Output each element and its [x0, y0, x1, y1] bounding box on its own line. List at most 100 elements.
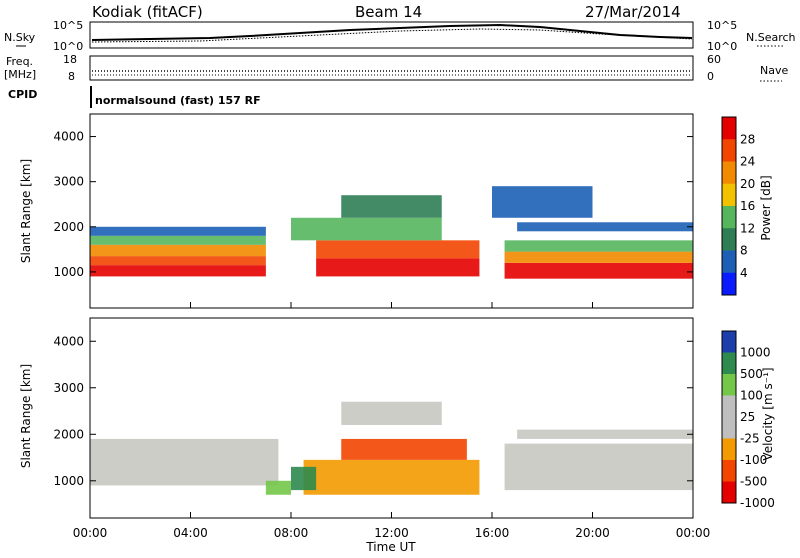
- power-colorbar-tick-0: 4: [740, 266, 748, 280]
- freq-panel: Freq. [MHz] 18 8 Nave 60 0: [4, 53, 788, 83]
- power-ytick-label-2: 3000: [53, 175, 84, 189]
- velocity-band-2: [341, 438, 467, 460]
- power-band-2: [90, 244, 266, 257]
- power-band-3: [90, 235, 266, 245]
- velocity-colorbar-segment-5: [722, 438, 736, 461]
- power-colorbar-tick-5: 24: [740, 155, 755, 169]
- power-colorbar-tick-2: 12: [740, 221, 755, 235]
- power-colorbar-label: Power [dB]: [759, 175, 773, 240]
- power-band-4: [90, 226, 266, 236]
- power-y-axis: 1000 2000 3000 4000: [53, 130, 693, 279]
- power-band-8: [341, 195, 442, 218]
- n-search-tick-top: 10^5: [707, 19, 737, 32]
- velocity-colorbar-segment-7: [722, 481, 736, 504]
- velocity-ytick-label-0: 1000: [53, 474, 84, 488]
- x-tick-label-6: 00:00: [676, 526, 711, 540]
- power-band-5: [316, 258, 480, 277]
- n-search-label: N.Search: [746, 31, 796, 44]
- power-band-1: [90, 256, 266, 266]
- power-colorbar-segment-6: [722, 250, 736, 274]
- freq-tick-top: 18: [63, 53, 77, 66]
- time-axis: 00:00 04:00 08:00 12:00 16:00 20:00 00:00: [73, 302, 711, 540]
- velocity-band-7: [517, 429, 693, 439]
- power-band-12: [517, 222, 693, 232]
- nave-tick-bottom: 0: [707, 70, 714, 83]
- power-colorbar-tick-3: 16: [740, 199, 755, 213]
- x-tick-label-3: 12:00: [374, 526, 409, 540]
- freq-unit-label: [MHz]: [4, 68, 36, 81]
- n-sky-label: N.Sky: [4, 31, 36, 44]
- noise-panel: N.Sky 10^5 10^0 N.Search 10^5 10^0: [4, 19, 796, 53]
- power-colorbar-segment-5: [722, 228, 736, 251]
- x-tick-label-2: 08:00: [274, 526, 309, 540]
- x-tick-label-4: 16:00: [475, 526, 510, 540]
- power-band-11: [504, 240, 693, 252]
- velocity-ytick-label-1: 2000: [53, 427, 84, 441]
- velocity-colorbar-tick-5: -100: [740, 453, 767, 467]
- velocity-panel: 1000 2000 3000 4000 Slant Range [km] 1000 50…: [19, 317, 775, 519]
- nave-tick-top: 60: [707, 53, 721, 66]
- velocity-band-6: [504, 443, 693, 491]
- velocity-colorbar-label: Velocity [m s⁻¹]: [761, 367, 775, 460]
- beam-label: Beam 14: [355, 3, 422, 21]
- power-ylabel: Slant Range [km]: [19, 159, 33, 263]
- cpid-label: CPID: [8, 88, 37, 101]
- power-data: [90, 186, 693, 279]
- power-ytick-label-3: 4000: [53, 130, 84, 144]
- velocity-data: [90, 401, 693, 495]
- x-axis-label: Time UT: [365, 540, 416, 554]
- power-band-13: [492, 186, 593, 218]
- velocity-y-axis: 1000 2000 3000 4000: [53, 334, 693, 488]
- noise-trace: [91, 23, 693, 41]
- velocity-band-5: [341, 401, 442, 425]
- velocity-colorbar-tick-7: -1000: [740, 496, 775, 510]
- station-title: Kodiak (fitACF): [92, 3, 203, 21]
- velocity-band-1: [303, 459, 480, 495]
- power-band-10: [504, 251, 693, 263]
- power-colorbar-segment-1: [722, 139, 736, 162]
- power-colorbar-tick-4: 20: [740, 177, 755, 191]
- velocity-colorbar-tick-1: 500: [740, 367, 763, 381]
- velocity-colorbar: 1000 500 100 25 -25 -100 -500 -1000: [721, 330, 775, 510]
- cpid-value: normalsound (fast) 157 RF: [95, 94, 261, 107]
- velocity-colorbar-segment-3: [722, 395, 736, 418]
- power-colorbar: 4 8 12 16 20 24 28: [721, 116, 755, 296]
- velocity-colorbar-tick-3: 25: [740, 410, 755, 424]
- freq-tick-bottom: 8: [68, 70, 75, 83]
- power-colorbar-segment-4: [722, 206, 736, 229]
- power-colorbar-segment-0: [722, 117, 736, 140]
- power-ytick-label-0: 1000: [53, 265, 84, 279]
- velocity-colorbar-segment-1: [722, 352, 736, 375]
- n-search-tick-bottom: 10^0: [707, 40, 737, 53]
- x-tick-label-0: 00:00: [73, 526, 108, 540]
- velocity-colorbar-tick-6: -500: [740, 475, 767, 489]
- power-band-0: [90, 265, 266, 277]
- n-sky-tick-top: 10^5: [53, 19, 83, 32]
- x-tick-label-5: 20:00: [575, 526, 610, 540]
- velocity-colorbar-segment-0: [722, 331, 736, 353]
- power-colorbar-tick-6: 28: [740, 132, 755, 146]
- nave-label: Nave: [760, 64, 788, 77]
- velocity-ytick-label-3: 4000: [53, 334, 84, 348]
- date-label: 27/Mar/2014: [585, 3, 681, 21]
- n-sky-tick-bottom: 10^0: [53, 40, 83, 53]
- power-ytick-label-1: 2000: [53, 220, 84, 234]
- power-colorbar-segment-2: [722, 161, 736, 185]
- power-band-9: [504, 262, 693, 279]
- velocity-band-4: [265, 480, 291, 495]
- velocity-band-3: [291, 466, 317, 491]
- velocity-colorbar-segment-4: [722, 417, 736, 439]
- power-colorbar-frame: [721, 116, 737, 296]
- velocity-colorbar-segment-6: [722, 460, 736, 482]
- velocity-colorbar-tick-2: 100: [740, 389, 763, 403]
- velocity-ylabel: Slant Range [km]: [19, 364, 33, 468]
- x-tick-label-1: 04:00: [173, 526, 208, 540]
- velocity-colorbar-frame: [721, 330, 737, 504]
- power-panel: 1000 2000 3000 4000 Slant Range [km] 4 8 12 16…: [19, 113, 773, 309]
- velocity-colorbar-tick-4: -25: [740, 432, 760, 446]
- velocity-colorbar-segment-2: [722, 374, 736, 396]
- power-band-7: [291, 217, 442, 241]
- velocity-colorbar-tick-0: 1000: [740, 346, 771, 360]
- velocity-band-0: [90, 438, 279, 486]
